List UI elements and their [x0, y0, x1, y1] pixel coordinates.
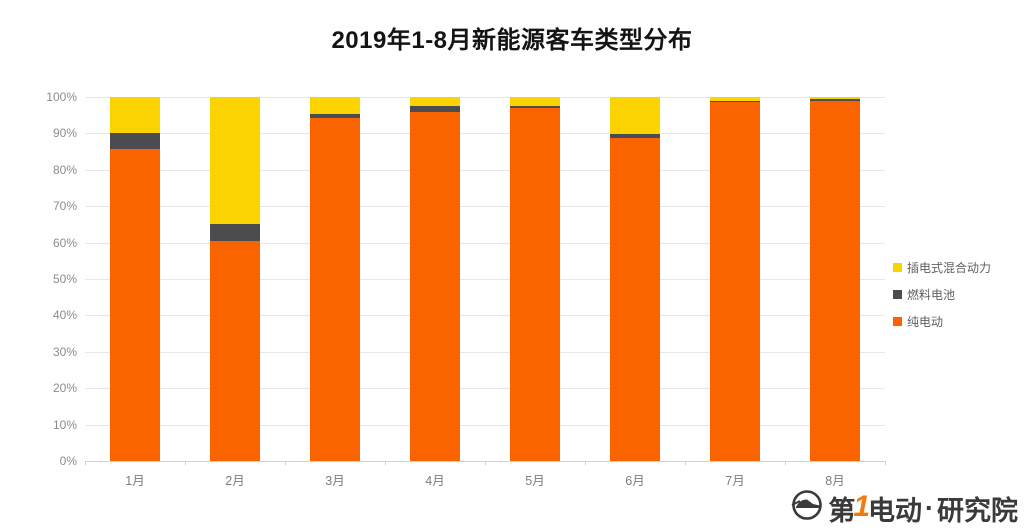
category-slot-6月: 6月 — [585, 97, 685, 488]
x-axis-tick — [685, 461, 686, 465]
x-axis-label-1月: 1月 — [125, 474, 145, 488]
y-axis-label-10%: 10% — [52, 417, 77, 432]
gridline-20% — [85, 388, 885, 390]
car-logo-icon — [790, 489, 826, 528]
y-axis-label-80%: 80% — [52, 162, 77, 177]
stacked-bar-5月 — [510, 97, 560, 461]
bar-segment-插电式混合动力-2月 — [210, 97, 260, 225]
x-axis-tick — [585, 461, 586, 465]
x-axis-label-3月: 3月 — [325, 474, 345, 488]
category-slot-4月: 4月 — [385, 97, 485, 488]
legend-label-纯电动: 纯电动 — [907, 315, 944, 329]
y-axis-label-60%: 60% — [52, 235, 77, 250]
category-slot-7月: 7月 — [685, 97, 785, 488]
bar-segment-插电式混合动力-7月 — [710, 97, 760, 101]
category-slot-5月: 5月 — [485, 97, 585, 488]
bar-segment-插电式混合动力-8月 — [810, 97, 860, 99]
x-axis-label-6月: 6月 — [625, 474, 645, 488]
y-axis-label-50%: 50% — [52, 272, 77, 286]
bar-segment-纯电动-7月 — [710, 101, 760, 461]
y-axis-label-20%: 20% — [52, 381, 77, 396]
gridline-40% — [85, 315, 885, 317]
y-axis-label-40%: 40% — [52, 308, 77, 323]
bar-segment-插电式混合动力-4月 — [410, 97, 460, 107]
stacked-bar-3月 — [310, 97, 360, 461]
legend-item-纯电动[interactable]: 纯电动 — [893, 313, 991, 330]
y-axis-label-90%: 90% — [52, 126, 77, 141]
x-axis-label-5月: 5月 — [525, 474, 545, 488]
category-slot-8月: 8月 — [785, 97, 885, 488]
x-axis-tick — [485, 461, 486, 465]
bar-segment-插电式混合动力-5月 — [510, 97, 560, 107]
legend-label-燃料电池: 燃料电池 — [907, 288, 956, 302]
stacked-bar-4月 — [410, 97, 460, 461]
category-slot-2月: 2月 — [185, 97, 285, 488]
gridline-90% — [85, 133, 885, 135]
bar-segment-纯电动-4月 — [410, 111, 460, 461]
legend: 插电式混合动力 燃料电池纯电动 — [893, 259, 991, 330]
legend-item-燃料电池[interactable]: 燃料电池 — [893, 286, 991, 303]
watermark-text-suffix: 研究院 — [937, 496, 1018, 526]
bar-segment-燃料电池-5月 — [510, 106, 560, 108]
x-axis-tick — [185, 461, 186, 465]
gridline-30% — [85, 351, 885, 353]
y-axis-label-0%: 0% — [59, 454, 77, 468]
watermark-dot: · — [925, 493, 934, 523]
x-axis-tick — [85, 461, 86, 465]
x-axis-tick — [285, 461, 286, 465]
bar-segment-燃料电池-3月 — [310, 114, 360, 119]
category-slot-1月: 1月 — [85, 97, 185, 488]
x-axis-label-8月: 8月 — [825, 474, 845, 488]
stacked-bar-6月 — [610, 97, 660, 461]
chart-title: 2019年1-8月新能源客车类型分布 — [331, 27, 693, 54]
watermark-accent-one: 1 — [853, 489, 870, 523]
bar-segment-燃料电池-1月 — [110, 133, 160, 150]
x-axis-tick — [885, 461, 886, 465]
bar-segment-插电式混合动力-3月 — [310, 97, 360, 115]
bar-segment-插电式混合动力-6月 — [610, 97, 660, 135]
bar-segment-插电式混合动力-1月 — [110, 97, 160, 134]
bar-segment-纯电动-5月 — [510, 107, 560, 461]
bar-segment-燃料电池-6月 — [610, 134, 660, 139]
y-axis-label-70%: 70% — [52, 199, 77, 214]
watermark-text-mid: 电动 — [868, 496, 922, 526]
watermark: 第 1 电动 · 研究院 — [790, 489, 1018, 528]
x-axis-label-2月: 2月 — [225, 474, 245, 488]
stacked-bar-8月 — [810, 97, 860, 461]
watermark-text-prefix: 第 — [828, 496, 856, 526]
gridline-10% — [85, 424, 885, 426]
bar-segment-纯电动-6月 — [610, 138, 660, 461]
gridline-100% — [85, 97, 885, 98]
bar-segment-纯电动-2月 — [210, 240, 260, 461]
y-axis-label-100%: 100% — [46, 90, 77, 104]
bar-segment-燃料电池-7月 — [710, 100, 760, 102]
legend-swatch-纯电动 — [893, 317, 902, 326]
bar-segment-燃料电池-8月 — [810, 98, 860, 102]
bar-segment-燃料电池-4月 — [410, 106, 460, 112]
x-axis-label-7月: 7月 — [725, 474, 745, 488]
x-axis-tick — [385, 461, 386, 465]
stacked-bar-2月 — [210, 97, 260, 461]
gridline-70% — [85, 206, 885, 208]
plot-area: 0% 10% 20% 30% 40% 50% 60% 70% 80% 90% 100% 1月 2月 3月 4… — [46, 91, 886, 488]
bar-segment-纯电动-3月 — [310, 118, 360, 461]
bar-segment-纯电动-8月 — [810, 101, 860, 461]
bar-segment-燃料电池-2月 — [210, 224, 260, 241]
stacked-bar-1月 — [110, 97, 160, 461]
x-axis-tick — [785, 461, 786, 465]
legend-label-插电式混合动力: 插电式混合动力 — [907, 261, 992, 275]
y-axis-label-30%: 30% — [52, 344, 77, 359]
category-slot-3月: 3月 — [285, 97, 385, 488]
gridline-50% — [85, 279, 885, 280]
bar-segment-纯电动-1月 — [110, 149, 160, 461]
gridline-80% — [85, 169, 885, 171]
x-axis-label-4月: 4月 — [425, 474, 445, 488]
gridline-60% — [85, 242, 885, 244]
legend-swatch-插电式混合动力 — [893, 263, 902, 272]
legend-swatch-燃料电池 — [893, 290, 902, 299]
stacked-bar-7月 — [710, 97, 760, 461]
legend-item-插电式混合动力[interactable]: 插电式混合动力 — [893, 259, 991, 276]
